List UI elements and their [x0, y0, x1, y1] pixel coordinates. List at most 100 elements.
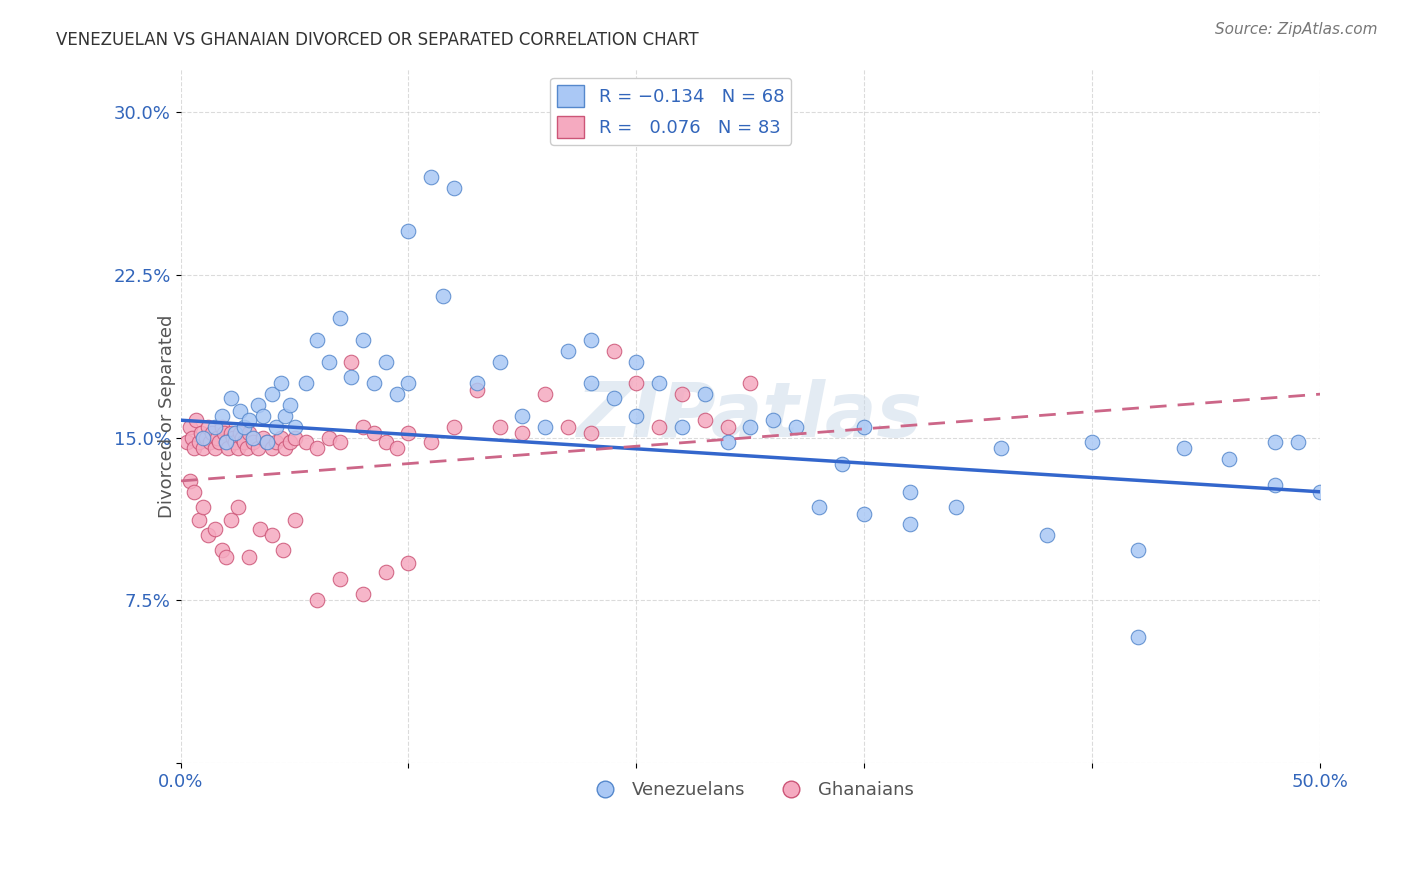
Point: [224, 426, 246, 441]
Point: [274, 409, 297, 423]
Point: [238, 413, 260, 427]
Point: [420, 434, 443, 449]
Point: [217, 442, 239, 456]
Point: [807, 500, 830, 514]
Point: [693, 413, 716, 427]
Point: [204, 522, 226, 536]
Point: [278, 398, 301, 412]
Point: [352, 587, 374, 601]
Point: [193, 442, 215, 456]
Point: [242, 431, 264, 445]
Point: [211, 543, 233, 558]
Point: [201, 426, 224, 441]
Point: [229, 426, 252, 441]
Point: [307, 442, 329, 456]
Point: [1286, 434, 1309, 449]
Point: [224, 434, 246, 449]
Point: [252, 431, 274, 445]
Point: [512, 409, 534, 423]
Point: [329, 311, 352, 326]
Point: [235, 442, 257, 456]
Point: [740, 376, 762, 391]
Point: [283, 419, 305, 434]
Point: [226, 442, 249, 456]
Point: [488, 354, 510, 368]
Point: [693, 387, 716, 401]
Point: [197, 528, 219, 542]
Point: [329, 434, 352, 449]
Point: [432, 289, 454, 303]
Point: [626, 354, 648, 368]
Point: [318, 431, 340, 445]
Point: [671, 387, 693, 401]
Point: [219, 513, 242, 527]
Y-axis label: Divorced or Separated: Divorced or Separated: [157, 314, 176, 517]
Point: [278, 434, 301, 449]
Point: [233, 419, 256, 434]
Point: [420, 169, 443, 184]
Point: [398, 557, 420, 571]
Point: [557, 419, 579, 434]
Point: [242, 434, 264, 449]
Point: [945, 500, 967, 514]
Point: [249, 522, 271, 536]
Point: [1309, 484, 1331, 499]
Point: [898, 517, 921, 532]
Point: [208, 434, 231, 449]
Point: [180, 431, 202, 445]
Point: [1081, 434, 1104, 449]
Point: [270, 431, 292, 445]
Point: [374, 434, 396, 449]
Point: [260, 442, 283, 456]
Point: [1264, 478, 1286, 492]
Point: [785, 419, 807, 434]
Point: [853, 419, 876, 434]
Point: [762, 413, 785, 427]
Point: [626, 409, 648, 423]
Point: [363, 376, 385, 391]
Point: [1173, 442, 1195, 456]
Point: [205, 431, 228, 445]
Text: VENEZUELAN VS GHANAIAN DIVORCED OR SEPARATED CORRELATION CHART: VENEZUELAN VS GHANAIAN DIVORCED OR SEPAR…: [56, 31, 699, 49]
Point: [579, 376, 602, 391]
Point: [179, 419, 201, 434]
Point: [247, 442, 270, 456]
Point: [226, 500, 249, 514]
Point: [256, 434, 278, 449]
Point: [602, 343, 624, 358]
Point: [187, 434, 209, 449]
Point: [1264, 434, 1286, 449]
Point: [1126, 630, 1149, 644]
Point: [853, 507, 876, 521]
Point: [295, 434, 318, 449]
Point: [318, 354, 340, 368]
Point: [898, 484, 921, 499]
Point: [340, 369, 363, 384]
Point: [465, 383, 488, 397]
Point: [307, 333, 329, 347]
Point: [557, 343, 579, 358]
Point: [187, 513, 209, 527]
Legend: Venezuelans, Ghanaians: Venezuelans, Ghanaians: [579, 773, 921, 806]
Point: [260, 387, 283, 401]
Point: [252, 409, 274, 423]
Point: [352, 333, 374, 347]
Point: [990, 442, 1012, 456]
Point: [256, 434, 278, 449]
Point: [215, 549, 238, 564]
Point: [626, 376, 648, 391]
Point: [1126, 543, 1149, 558]
Point: [579, 333, 602, 347]
Point: [231, 431, 253, 445]
Point: [179, 474, 201, 488]
Point: [193, 500, 215, 514]
Point: [363, 426, 385, 441]
Point: [219, 392, 242, 406]
Point: [307, 593, 329, 607]
Point: [197, 419, 219, 434]
Point: [534, 387, 557, 401]
Point: [211, 409, 233, 423]
Text: ZIPatlas: ZIPatlas: [578, 379, 924, 453]
Point: [238, 549, 260, 564]
Point: [233, 434, 256, 449]
